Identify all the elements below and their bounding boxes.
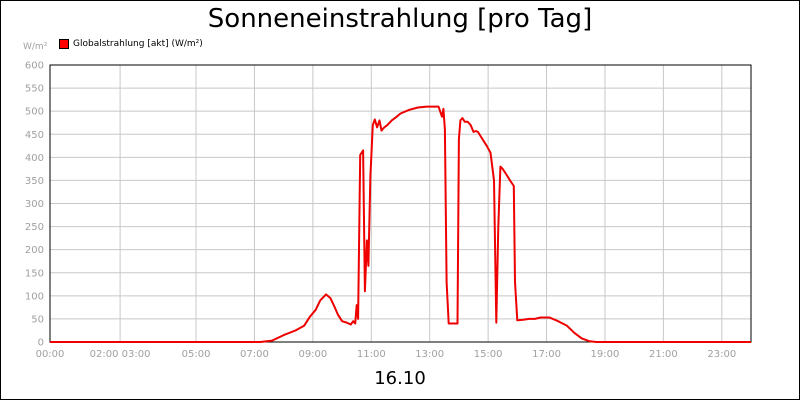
x-tick-label: 02:00 03:00 — [90, 349, 151, 360]
x-tick-label: 07:00 — [240, 349, 269, 360]
chart-title: Sonneneinstrahlung [pro Tag] — [207, 4, 593, 34]
y-tick-label: 0 — [38, 338, 44, 349]
y-axis-unit-label: W/m² — [23, 42, 48, 52]
y-tick-label: 100 — [25, 291, 44, 302]
x-tick-label: 05:00 — [182, 349, 211, 360]
series-line — [50, 105, 751, 343]
y-tick-label: 150 — [25, 268, 44, 279]
y-tick-label: 350 — [25, 176, 44, 187]
y-tick-label: 550 — [25, 84, 44, 95]
x-tick-label: 13:00 — [415, 349, 444, 360]
y-tick-label: 200 — [25, 245, 44, 256]
x-tick-label: 23:00 — [707, 349, 736, 360]
legend-swatch — [59, 39, 69, 49]
y-tick-label: 600 — [25, 61, 44, 72]
x-tick-label: 19:00 — [591, 349, 620, 360]
plot-border — [49, 64, 752, 343]
y-tick-label: 250 — [25, 222, 44, 233]
y-tick-label: 450 — [25, 130, 44, 141]
x-tick-label: 09:00 — [298, 349, 327, 360]
y-tick-label: 50 — [31, 314, 44, 325]
x-tick-label: 21:00 — [649, 349, 678, 360]
x-tick-label: 15:00 — [474, 349, 503, 360]
x-tick-label: 00:00 — [36, 349, 65, 360]
legend: Globalstrahlung [akt] (W/m²) — [59, 39, 203, 49]
x-axis-date-label: 16.10 — [374, 368, 426, 389]
x-tick-label: 17:00 — [532, 349, 561, 360]
x-tick-label: 11:00 — [357, 349, 386, 360]
y-tick-label: 400 — [25, 153, 44, 164]
legend-label: Globalstrahlung [akt] (W/m²) — [73, 39, 203, 49]
y-tick-label: 300 — [25, 199, 44, 210]
y-tick-label: 500 — [25, 107, 44, 118]
